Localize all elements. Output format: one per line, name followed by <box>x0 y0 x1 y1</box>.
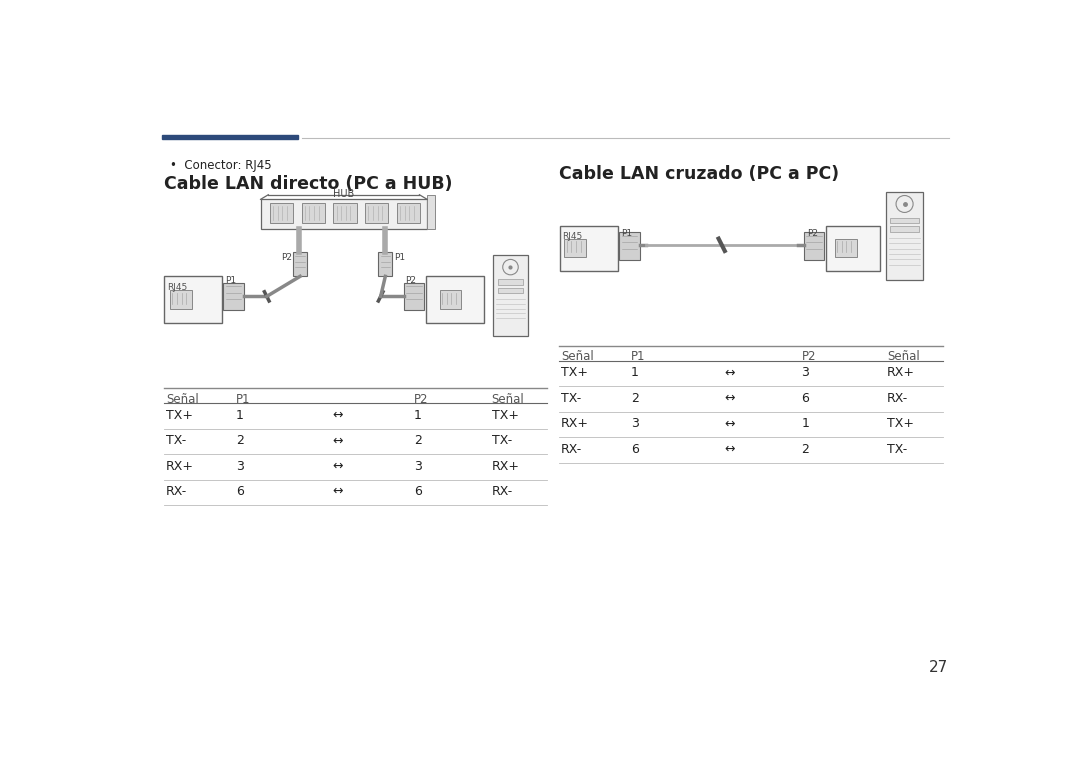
Bar <box>270 203 293 224</box>
Text: ↔: ↔ <box>724 417 734 430</box>
Text: TX+: TX+ <box>491 409 518 422</box>
Text: P2: P2 <box>414 393 429 406</box>
Text: Señal: Señal <box>491 393 524 406</box>
Text: 1: 1 <box>631 366 639 379</box>
Text: ↔: ↔ <box>333 459 343 472</box>
Text: 1: 1 <box>801 417 809 430</box>
Text: P1: P1 <box>225 276 237 285</box>
Bar <box>162 136 298 140</box>
Bar <box>565 239 586 257</box>
Text: 3: 3 <box>235 459 244 472</box>
Text: Cable LAN cruzado (PC a PC): Cable LAN cruzado (PC a PC) <box>559 166 839 183</box>
Text: 3: 3 <box>801 366 809 379</box>
Text: P1: P1 <box>235 393 251 406</box>
Bar <box>619 233 639 260</box>
Bar <box>170 290 191 309</box>
Text: TX+: TX+ <box>166 409 193 422</box>
Text: Señal: Señal <box>887 350 919 363</box>
Text: TX+: TX+ <box>562 366 589 379</box>
Bar <box>498 279 524 285</box>
Bar <box>890 227 919 232</box>
Text: P2: P2 <box>807 230 818 238</box>
Bar <box>260 199 428 229</box>
Text: TX+: TX+ <box>887 417 914 430</box>
Text: P1: P1 <box>394 253 405 262</box>
Bar <box>164 276 221 323</box>
Text: 2: 2 <box>631 392 639 405</box>
Bar <box>825 227 880 271</box>
Text: TX-: TX- <box>887 443 907 456</box>
Text: ↔: ↔ <box>724 392 734 405</box>
Text: TX-: TX- <box>562 392 581 405</box>
Text: 2: 2 <box>801 443 809 456</box>
Text: 3: 3 <box>631 417 639 430</box>
Text: ↔: ↔ <box>333 485 343 498</box>
Text: RJ45: RJ45 <box>166 282 187 291</box>
Text: 2: 2 <box>235 434 244 447</box>
Bar <box>835 239 856 257</box>
Bar <box>334 203 356 224</box>
Text: P2: P2 <box>801 350 816 363</box>
Text: 6: 6 <box>801 392 809 405</box>
Text: 3: 3 <box>414 459 422 472</box>
Text: •  Conector: RJ45: • Conector: RJ45 <box>170 159 271 172</box>
Text: ↔: ↔ <box>333 434 343 447</box>
Text: 1: 1 <box>235 409 244 422</box>
Bar <box>886 192 923 280</box>
Bar <box>404 282 424 311</box>
Text: RX-: RX- <box>491 485 513 498</box>
Text: RJ45: RJ45 <box>562 233 582 241</box>
Bar <box>559 227 618 271</box>
Text: 2: 2 <box>414 434 422 447</box>
Bar <box>293 252 307 276</box>
Text: RX+: RX+ <box>491 459 519 472</box>
Bar <box>494 255 528 336</box>
Text: P2: P2 <box>281 253 292 262</box>
Bar <box>498 288 524 293</box>
Bar <box>378 252 392 276</box>
Text: TX-: TX- <box>491 434 512 447</box>
Text: P1: P1 <box>631 350 646 363</box>
Bar <box>890 218 919 224</box>
Text: 6: 6 <box>235 485 244 498</box>
Bar <box>224 282 243 311</box>
Text: ↔: ↔ <box>333 409 343 422</box>
Text: Señal: Señal <box>562 350 594 363</box>
Bar <box>397 203 420 224</box>
Text: RX+: RX+ <box>562 417 590 430</box>
Text: ↔: ↔ <box>724 366 734 379</box>
Text: P2: P2 <box>405 276 417 285</box>
Text: RX-: RX- <box>887 392 908 405</box>
Text: RX+: RX+ <box>166 459 194 472</box>
Bar <box>365 203 389 224</box>
Text: HUB: HUB <box>334 188 354 198</box>
Bar <box>428 195 435 229</box>
Text: Señal: Señal <box>166 393 199 406</box>
Text: RX-: RX- <box>562 443 582 456</box>
Bar <box>804 233 824 260</box>
Text: 6: 6 <box>631 443 639 456</box>
Text: RX+: RX+ <box>887 366 915 379</box>
Text: RX-: RX- <box>166 485 187 498</box>
Text: Cable LAN directo (PC a HUB): Cable LAN directo (PC a HUB) <box>164 175 453 193</box>
Text: 1: 1 <box>414 409 422 422</box>
Text: 27: 27 <box>930 660 948 674</box>
Bar <box>440 290 461 309</box>
Text: P1: P1 <box>621 230 632 238</box>
Bar <box>301 203 325 224</box>
Text: ↔: ↔ <box>724 443 734 456</box>
Bar <box>426 276 484 323</box>
Text: 6: 6 <box>414 485 422 498</box>
Text: TX-: TX- <box>166 434 186 447</box>
